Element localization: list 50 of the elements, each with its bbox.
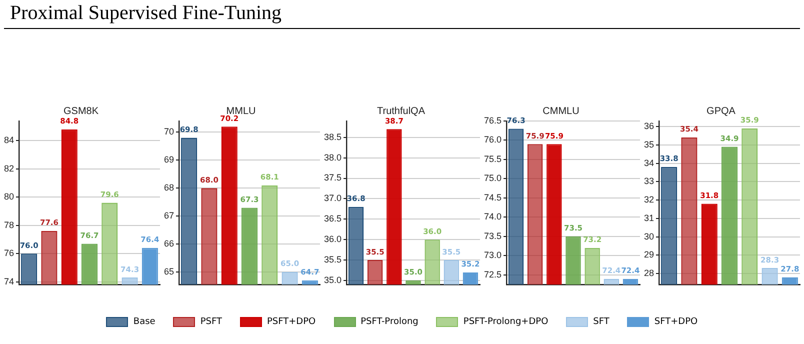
y-tick-label: 74.5	[484, 192, 502, 202]
y-tick-label: 35.5	[324, 254, 342, 265]
chart-title: CMMLU	[542, 106, 580, 117]
y-tick-label: 34	[644, 158, 654, 168]
chart-title: TruthfulQA	[377, 106, 426, 117]
y-tick-label: 80	[4, 192, 14, 202]
y-tick-label: 74.0	[484, 212, 502, 222]
y-tick-label: 66	[164, 238, 174, 249]
y-tick-label: 37.0	[324, 193, 342, 204]
legend-label: PSFT	[200, 317, 222, 327]
y-tick-label: 68	[164, 182, 174, 193]
text: Proximal Supervised Fine-Tuning	[10, 2, 282, 24]
y-tick-label: 28	[644, 268, 654, 278]
y-tick-label: 70	[164, 126, 174, 137]
y-tick-label: 33	[644, 176, 654, 186]
y-tick-label: 73.0	[484, 250, 502, 260]
legend-label: Base	[133, 317, 156, 327]
y-tick-label: 67	[164, 210, 174, 221]
legend-label: PSFT+DPO	[266, 317, 316, 327]
y-tick-label: 35.0	[324, 274, 342, 285]
y-tick-label: 36.5	[324, 214, 342, 224]
y-tick-label: 31	[644, 212, 654, 223]
legend-label: PSFT-Prolong	[360, 317, 418, 327]
chart-title: GSM8K	[63, 106, 99, 117]
y-tick-label: 65	[164, 266, 174, 276]
y-tick-label: 75.0	[484, 173, 502, 184]
legend-label: PSFT-Prolong+DPO	[463, 317, 548, 327]
y-tick-label: 32	[644, 194, 654, 205]
y-tick-label: 36.0	[324, 234, 342, 244]
y-tick-label: 72.5	[484, 269, 502, 280]
y-tick-label: 69	[164, 154, 174, 165]
y-tick-label: 76.5	[484, 115, 502, 126]
y-tick-label: 29	[644, 250, 654, 260]
y-tick-label: 75.5	[484, 154, 502, 164]
y-tick-label: 74	[4, 276, 14, 286]
y-tick-label: 37.5	[324, 172, 342, 183]
y-tick-label: 38.5	[324, 132, 342, 142]
y-tick-label: 82	[4, 163, 14, 174]
y-tick-label: 36	[644, 121, 654, 131]
y-tick-label: 73.5	[484, 230, 502, 241]
legend-label: SFT+DPO	[654, 317, 698, 327]
y-tick-label: 76.0	[484, 134, 502, 145]
y-tick-label: 84	[4, 135, 14, 146]
legend-label: SFT	[593, 317, 610, 327]
y-tick-label: 35	[644, 139, 654, 150]
chart-title: GPQA	[706, 106, 736, 117]
y-tick-label: 38.0	[324, 152, 342, 162]
y-tick-label: 30	[644, 231, 654, 242]
y-tick-label: 76	[4, 248, 14, 258]
y-tick-label: 78	[4, 220, 14, 230]
